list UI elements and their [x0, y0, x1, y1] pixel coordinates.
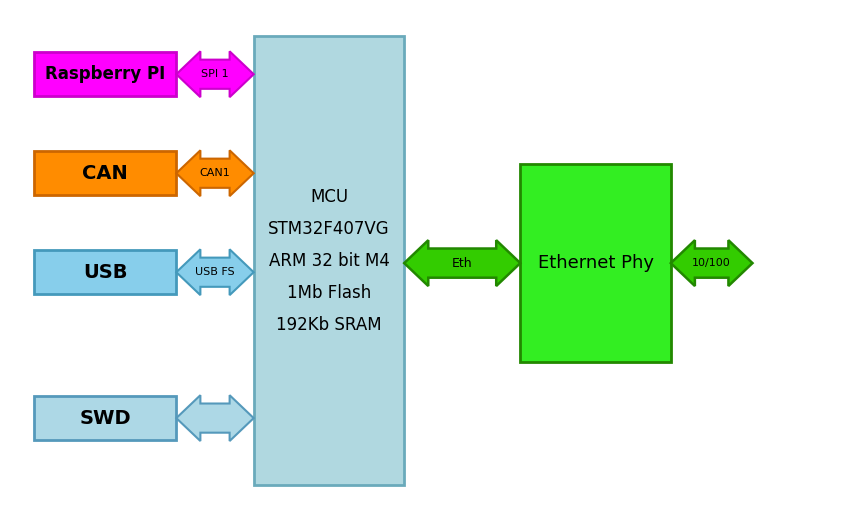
Text: CAN1: CAN1 [200, 168, 230, 178]
Text: USB FS: USB FS [195, 267, 235, 277]
Bar [200, 158, 230, 188]
Text: SPI 1: SPI 1 [201, 69, 229, 79]
Bar [34, 151, 176, 195]
Bar [34, 250, 176, 294]
Polygon shape [176, 150, 254, 196]
Polygon shape [176, 250, 254, 295]
Polygon shape [671, 240, 752, 286]
Bar [254, 36, 404, 485]
Bar [428, 249, 496, 278]
Bar [200, 59, 230, 89]
Bar [34, 396, 176, 440]
Text: SWD: SWD [79, 408, 132, 428]
Text: MCU
STM32F407VG
ARM 32 bit M4
1Mb Flash
192Kb SRAM: MCU STM32F407VG ARM 32 bit M4 1Mb Flash … [268, 188, 390, 333]
Polygon shape [176, 52, 254, 97]
Bar [695, 249, 728, 278]
Text: USB: USB [83, 263, 127, 282]
Polygon shape [404, 240, 520, 286]
Bar [200, 403, 230, 432]
Text: Ethernet Phy: Ethernet Phy [538, 254, 654, 272]
Text: CAN: CAN [83, 164, 128, 183]
Text: 10/100: 10/100 [692, 258, 731, 268]
Text: Eth: Eth [452, 257, 472, 269]
Text: Raspberry PI: Raspberry PI [46, 65, 165, 83]
Bar [520, 164, 671, 362]
Bar [34, 52, 176, 96]
Polygon shape [176, 395, 254, 441]
Bar [200, 258, 230, 287]
